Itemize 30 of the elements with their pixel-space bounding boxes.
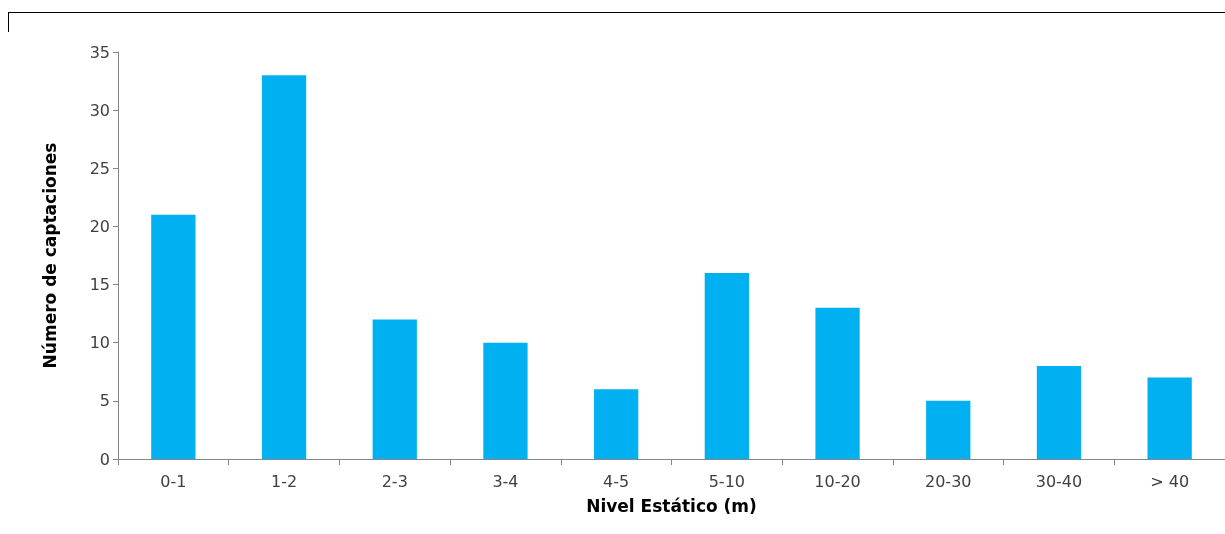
y-tick-label: 0 — [99, 449, 110, 469]
y-tick-label: 25 — [89, 158, 110, 178]
bar — [1036, 365, 1082, 459]
bar — [483, 342, 528, 459]
y-tick-label: 5 — [99, 391, 110, 411]
bar — [704, 272, 749, 459]
y-tick-label: 20 — [89, 216, 110, 236]
x-tick-label: 10-20 — [814, 471, 861, 491]
bar — [594, 389, 639, 459]
x-tick-label: 20-30 — [925, 471, 972, 491]
x-tick-label: > 40 — [1150, 471, 1190, 491]
bar — [372, 319, 417, 459]
x-tick-label: 4-5 — [603, 471, 630, 491]
bar — [151, 214, 196, 459]
y-tick-label: 10 — [89, 333, 110, 353]
x-tick-label: 0-1 — [160, 471, 187, 491]
x-tick-label: 30-40 — [1035, 471, 1083, 491]
y-tick-label: 35 — [89, 42, 110, 62]
bar — [815, 307, 860, 459]
x-tick-label: 2-3 — [381, 471, 408, 491]
x-tick-label: 1-2 — [270, 471, 298, 491]
y-tick-label: 15 — [89, 275, 110, 295]
x-tick-label: 3-4 — [492, 471, 519, 491]
bar — [926, 400, 971, 459]
x-tick-label: 5-10 — [708, 471, 746, 491]
y-tick-label: 30 — [89, 100, 110, 120]
bar — [1147, 377, 1192, 459]
bar — [261, 75, 307, 459]
y-axis-title: Número de captaciones — [39, 142, 60, 369]
x-axis-title: Nivel Estático (m) — [586, 495, 757, 516]
